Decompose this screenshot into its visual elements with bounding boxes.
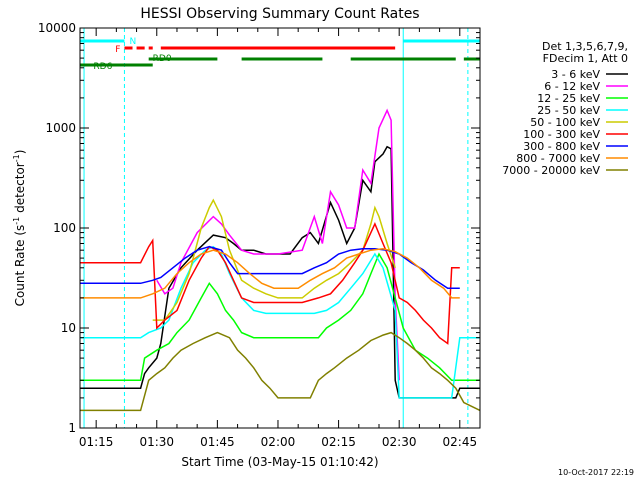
flag-label: RD0 [153,54,172,64]
x-tick-label: 02:30 [382,435,417,449]
legend-entry-label: 300 - 800 keV [523,140,600,153]
series-line [80,331,481,412]
series-line [80,222,460,345]
legend-entry-label: 25 - 50 keV [537,104,600,117]
legend-entry-label: 3 - 6 keV [551,68,600,81]
legend-entry-label: 100 - 300 keV [523,128,600,141]
series-line [80,245,480,399]
footer-date: 10-Oct-2017 22:19 [558,468,634,477]
series-line [80,245,460,289]
x-tick-label: 02:15 [321,435,356,449]
series-line [152,198,396,321]
plot-area: NF RD0 RD6 [80,28,481,428]
legend-entry-label: 50 - 100 keV [530,116,600,129]
series-line [156,108,400,381]
y-tick-label: 10 [61,321,76,335]
y-tick-label: 1 [68,421,76,435]
series-line [80,252,480,382]
flag-label: F [115,45,120,55]
x-tick-label: 01:30 [139,435,174,449]
legend-header-line2: FDecim 1, Att 0 [543,52,628,65]
y-axis-label-mid: detector [13,162,27,217]
legend-entry-label: 7000 - 20000 keV [502,164,600,177]
legend-entry-label: 800 - 7000 keV [516,152,600,165]
flag-label: RD6 [93,62,112,72]
y-tick-label: 1000 [45,121,76,135]
x-tick-label: 01:45 [200,435,235,449]
x-tick-label: 02:00 [261,435,296,449]
y-axis-label-end: ) [13,150,27,155]
legend-entry-label: 12 - 25 keV [537,92,600,105]
chart-title: HESSI Observing Summary Count Rates [140,6,419,22]
x-axis: 01:15 01:30 01:45 02:00 02:15 02:30 02:45 [79,28,477,449]
flag-label: N [129,37,136,47]
x-tick-label: 01:15 [79,435,114,449]
y-tick-label: 100 [53,221,76,235]
y-axis-label-main: Count Rate (s [13,225,27,307]
y-axis-label: Count Rate (s-1 detector-1) [12,150,27,307]
legend-header-line1: Det 1,3,5,6,7,9, [542,40,628,53]
legend: Det 1,3,5,6,7,9, FDecim 1, Att 0 3 - 6 k… [502,40,628,177]
y-axis: 1 10 100 1000 10000 [38,21,480,435]
series-line [80,248,460,299]
y-axis-label-sup2: -1 [12,154,21,162]
y-axis-label-sup1: -1 [12,217,21,225]
x-tick-label: 02:45 [443,435,478,449]
series-line [80,145,480,399]
x-axis-label: Start Time (03-May-15 01:10:42) [181,455,378,469]
legend-entry-label: 6 - 12 keV [544,80,600,93]
y-tick-label: 10000 [38,21,76,35]
